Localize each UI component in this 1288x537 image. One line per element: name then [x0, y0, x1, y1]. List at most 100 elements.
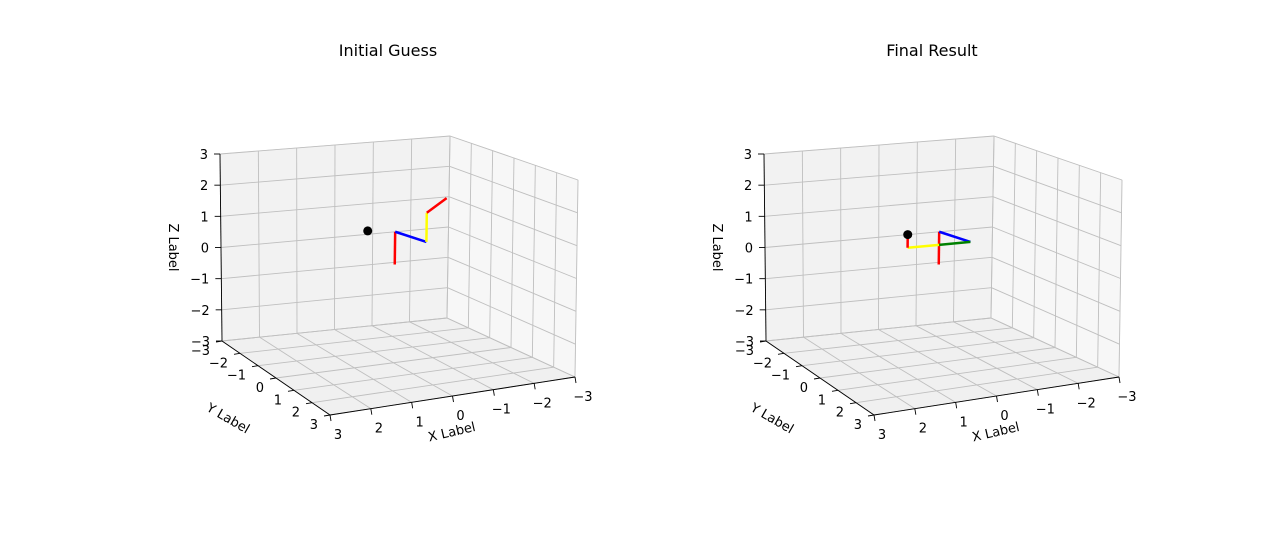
y-tick-label: 0 — [800, 381, 808, 396]
grid-line — [993, 135, 1123, 181]
y-tick-mark — [323, 414, 331, 417]
x-tick-mark — [329, 414, 332, 422]
x-tick-label: −3 — [1117, 390, 1136, 405]
x-tick-mark — [452, 395, 454, 403]
chart-title: Final Result — [886, 41, 977, 60]
z-axis-label: Z Label — [165, 223, 180, 271]
x-tick-label: 1 — [416, 415, 424, 430]
y-tick-label: −3 — [735, 344, 754, 359]
y-tick-mark — [795, 365, 803, 368]
x-axis-label: X Label — [971, 420, 1021, 445]
z-tick-label: −3 — [191, 335, 210, 350]
x-tick-mark — [411, 402, 414, 409]
grid-line — [1118, 179, 1123, 378]
x-tick-label: 2 — [919, 422, 927, 437]
x-tick-label: −2 — [1077, 396, 1096, 411]
grid-line — [311, 366, 554, 404]
grid-line — [220, 165, 450, 186]
x-tick-mark — [370, 408, 373, 415]
x-tick-label: −1 — [492, 403, 511, 418]
axes — [758, 153, 1121, 422]
x-tick-mark — [574, 376, 577, 384]
y-tick-label: −2 — [753, 356, 772, 371]
y-tick-label: −1 — [227, 369, 246, 384]
z-tick-label: −3 — [735, 335, 754, 350]
x-tick-mark — [996, 395, 998, 403]
grid-line — [855, 366, 1098, 404]
y-axis-label: Y Label — [203, 400, 252, 437]
y-tick-label: 0 — [256, 381, 264, 396]
grid-line — [993, 165, 1122, 214]
x-tick-mark — [1077, 383, 1080, 390]
grid-line — [449, 135, 579, 181]
z-tick-label: −1 — [734, 273, 753, 288]
y-tick-label: 3 — [310, 418, 318, 433]
x-tick-label: −2 — [533, 396, 552, 411]
y-tick-mark — [813, 377, 821, 380]
grid-line — [219, 135, 451, 155]
y-tick-mark — [831, 389, 839, 392]
x-tick-mark — [533, 383, 536, 390]
y-axis-label: Y Label — [747, 400, 796, 437]
data-point-0 — [363, 226, 373, 236]
y-tick-mark — [251, 365, 259, 368]
segment-blue-1 — [938, 230, 971, 244]
y-tick-label: 2 — [836, 406, 844, 421]
x-tick-mark — [955, 402, 958, 409]
x-tick-label: 2 — [375, 422, 383, 437]
x-tick-label: 0 — [1000, 409, 1008, 424]
grid-line — [449, 165, 578, 214]
x-tick-mark — [1118, 376, 1121, 384]
segment-yellow-3 — [907, 243, 940, 250]
y-tick-mark — [849, 402, 857, 405]
z-tick-label: −2 — [734, 304, 753, 319]
y-tick-label: 1 — [818, 393, 826, 408]
z-tick-label: 0 — [745, 242, 753, 257]
y-tick-mark — [269, 377, 277, 380]
x-tick-label: −3 — [573, 390, 592, 405]
data-series — [903, 230, 971, 265]
subplot-initial-guess: Initial Guess 3 2 1 0 −1 −2 −3−3−2−10123−3−2−1… — [165, 41, 593, 445]
z-tick-label: −2 — [190, 304, 209, 319]
y-tick-label: −3 — [191, 344, 210, 359]
y-tick-mark — [233, 352, 241, 355]
data-point-0 — [903, 230, 913, 240]
z-tick-label: 3 — [200, 148, 208, 163]
subplot-final-result: Final Result 3 2 1 0 −1 −2 −3−3−2−10123−3−2−10… — [709, 41, 1137, 445]
grid-line — [763, 135, 995, 155]
y-tick-mark — [305, 402, 313, 405]
x-tick-mark — [492, 389, 495, 396]
y-tick-mark — [287, 389, 295, 392]
z-tick-label: −1 — [190, 273, 209, 288]
grid-lines — [219, 135, 579, 416]
x-tick-mark — [914, 408, 917, 415]
y-tick-label: 3 — [854, 418, 862, 433]
segment-green-2 — [938, 240, 971, 247]
z-tick-label: 3 — [744, 148, 752, 163]
z-axis-label: Z Label — [709, 223, 724, 271]
segment-red-3 — [426, 197, 448, 214]
z-tick-label: 1 — [744, 210, 752, 225]
chart-title: Initial Guess — [339, 41, 437, 60]
x-tick-label: −1 — [1036, 403, 1055, 418]
x-tick-label: 3 — [878, 428, 886, 443]
z-tick-label: 0 — [201, 242, 209, 257]
axes — [214, 153, 577, 422]
y-tick-label: 2 — [292, 406, 300, 421]
y-tick-label: −1 — [771, 369, 790, 384]
segment-blue-1 — [394, 230, 427, 244]
x-tick-mark — [1036, 389, 1039, 396]
data-series — [363, 197, 448, 265]
y-tick-label: 1 — [274, 393, 282, 408]
x-tick-label: 0 — [456, 409, 464, 424]
z-tick-label: 1 — [200, 210, 208, 225]
y-tick-mark — [867, 414, 875, 417]
grid-line — [574, 179, 579, 378]
x-tick-label: 3 — [334, 428, 342, 443]
z-tick-label: 2 — [200, 179, 208, 194]
y-tick-label: −2 — [209, 356, 228, 371]
x-tick-label: 1 — [960, 415, 968, 430]
